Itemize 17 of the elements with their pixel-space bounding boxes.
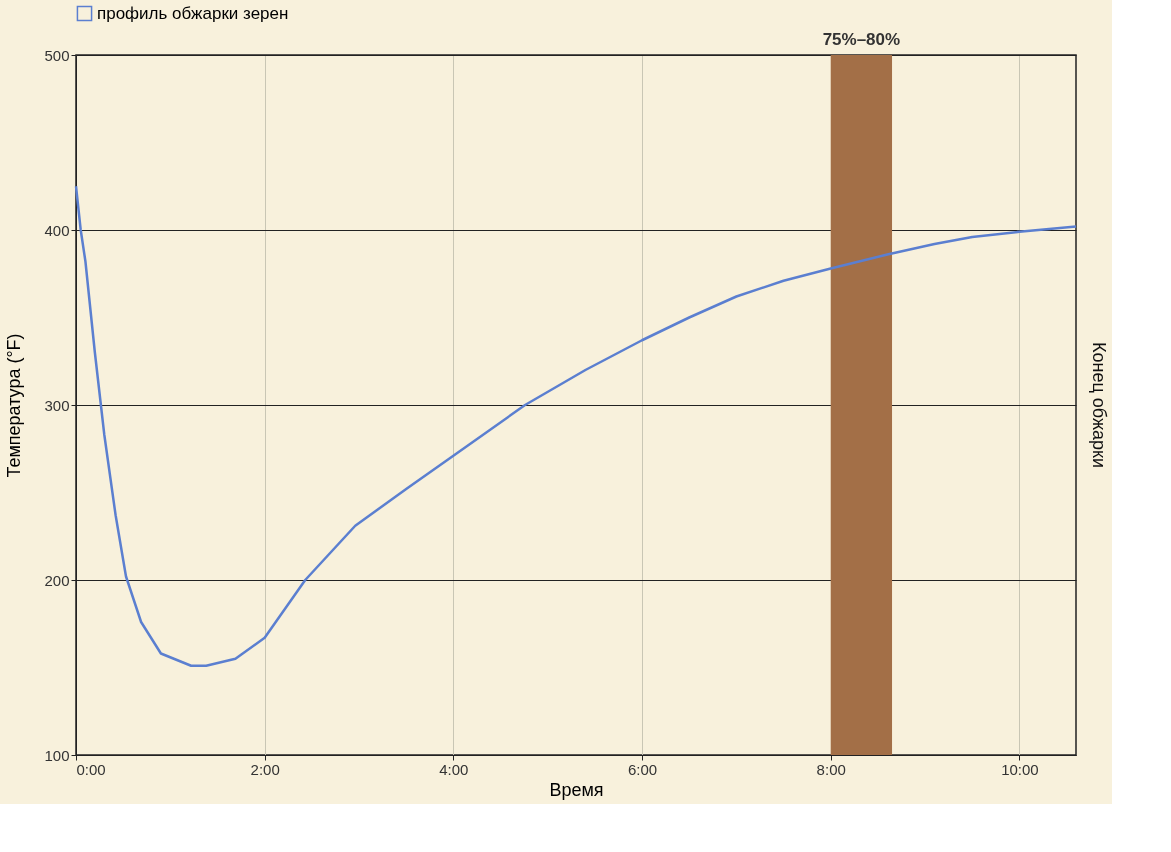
x-axis-title: Время (549, 779, 604, 800)
y-tick-label: 300 (44, 396, 70, 414)
line-series (74, 185, 1078, 667)
y-tick-label: 200 (44, 571, 70, 589)
x-tick-label: 8:00 (816, 760, 846, 778)
x-tick-label: 4:00 (439, 760, 469, 778)
text: Конец обжарки (1089, 342, 1109, 468)
y-tick-label: 400 (44, 221, 70, 239)
band-label: 75%–80% (822, 30, 901, 49)
y-tick-label: 100 (44, 746, 70, 764)
legend-label: профиль обжарки зерен (97, 3, 289, 23)
y-axis-title: Температура (°F) (4, 333, 25, 478)
x-tick-label: 6:00 (627, 760, 658, 778)
x-tick-label: 0:00 (76, 760, 106, 778)
y-tick-label: 500 (44, 46, 70, 64)
x-tick-label: 10:00 (1001, 760, 1039, 778)
x-tick-label: 2:00 (250, 760, 280, 778)
